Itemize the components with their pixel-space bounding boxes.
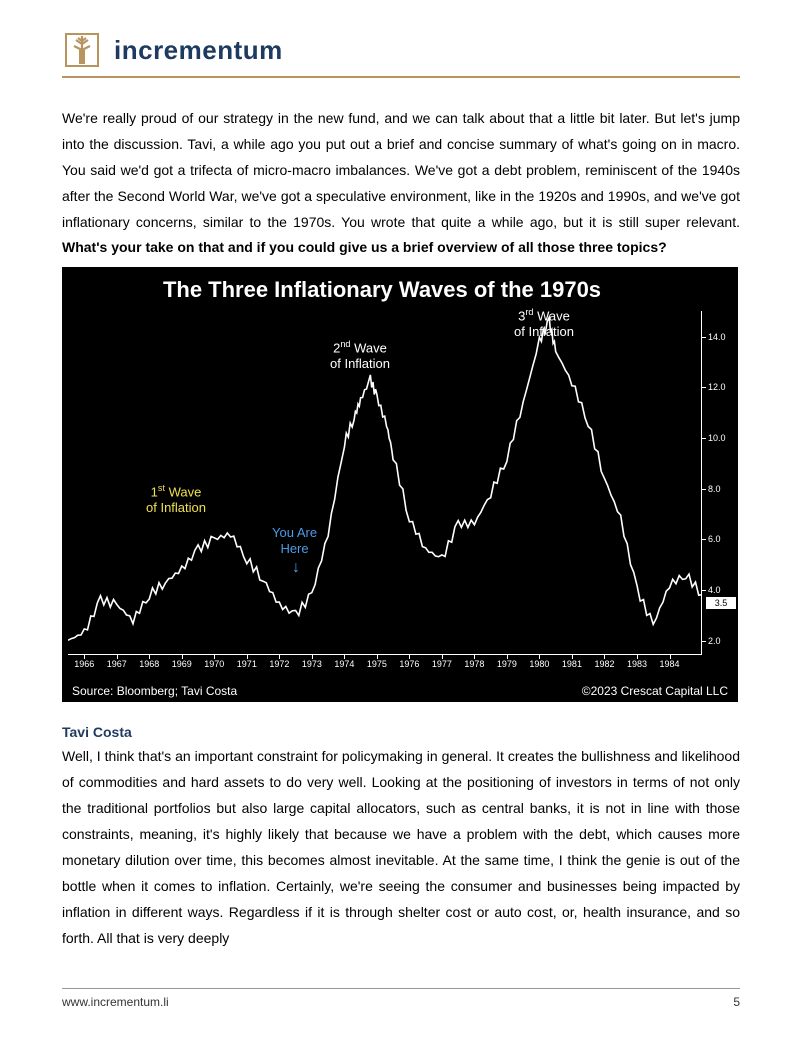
wave3-annotation: 3rd Wave of Inflation <box>514 307 574 340</box>
page-header: incrementum <box>62 30 740 78</box>
intro-paragraph: We're really proud of our strategy in th… <box>62 106 740 261</box>
ytick-label: 8.0 <box>708 484 736 494</box>
ytick-line <box>702 539 706 540</box>
xtick-label: 1977 <box>432 659 452 669</box>
ytick-line <box>702 387 706 388</box>
xtick-label: 1978 <box>464 659 484 669</box>
wave1-annotation: 1st Wave of Inflation <box>146 483 206 516</box>
xtick-label: 1983 <box>627 659 647 669</box>
xtick-label: 1974 <box>334 659 354 669</box>
xtick-label: 1979 <box>497 659 517 669</box>
tree-logo-icon <box>62 30 102 70</box>
response-paragraph: Well, I think that's an important constr… <box>62 744 740 951</box>
chart-copyright: ©2023 Crescat Capital LLC <box>582 684 728 698</box>
xtick-label: 1966 <box>74 659 94 669</box>
ytick-label: 2.0 <box>708 636 736 646</box>
xtick-label: 1980 <box>529 659 549 669</box>
ytick-label: 12.0 <box>708 382 736 392</box>
xtick-label: 1973 <box>302 659 322 669</box>
xtick-label: 1975 <box>367 659 387 669</box>
footer-url: www.incrementum.li <box>62 995 169 1009</box>
xtick-label: 1971 <box>237 659 257 669</box>
xtick-label: 1972 <box>269 659 289 669</box>
ytick-line <box>702 590 706 591</box>
xtick-label: 1981 <box>562 659 582 669</box>
xtick-label: 1982 <box>594 659 614 669</box>
ytick-label: 4.0 <box>708 585 736 595</box>
ytick-label: 6.0 <box>708 534 736 544</box>
ytick-line <box>702 337 706 338</box>
xtick-label: 1967 <box>107 659 127 669</box>
page-footer: www.incrementum.li 5 <box>62 988 740 1009</box>
speaker-name: Tavi Costa <box>62 724 740 740</box>
intro-text: We're really proud of our strategy in th… <box>62 110 740 230</box>
ytick-line <box>702 641 706 642</box>
inflation-chart: The Three Inflationary Waves of the 1970… <box>62 267 738 702</box>
you-are-here-arrow-icon: ↓ <box>292 559 300 577</box>
xtick-label: 1984 <box>659 659 679 669</box>
y-axis: 2.0 4.0 6.0 8.0 10.0 12.0 14.0 3.5 <box>702 311 738 653</box>
ytick-line <box>702 438 706 439</box>
ytick-line <box>702 489 706 490</box>
chart-title: The Three Inflationary Waves of the 1970… <box>62 277 702 303</box>
xtick-label: 1968 <box>139 659 159 669</box>
xtick-label: 1969 <box>172 659 192 669</box>
xtick-label: 1970 <box>204 659 224 669</box>
page-number: 5 <box>733 995 740 1009</box>
ytick-label: 14.0 <box>708 332 736 342</box>
wave2-annotation: 2nd Wave of Inflation <box>330 339 390 372</box>
intro-question: What's your take on that and if you coul… <box>62 239 667 255</box>
ytick-highlight: 3.5 <box>706 597 736 609</box>
ytick-label: 10.0 <box>708 433 736 443</box>
x-axis: 1966 1967 1968 1969 1970 1971 1972 1973 1974 1975… <box>68 654 702 678</box>
xtick-label: 1976 <box>399 659 419 669</box>
brand-name: incrementum <box>114 35 283 66</box>
chart-source: Source: Bloomberg; Tavi Costa <box>72 684 237 698</box>
you-are-here-annotation: You Are Here <box>272 525 317 556</box>
